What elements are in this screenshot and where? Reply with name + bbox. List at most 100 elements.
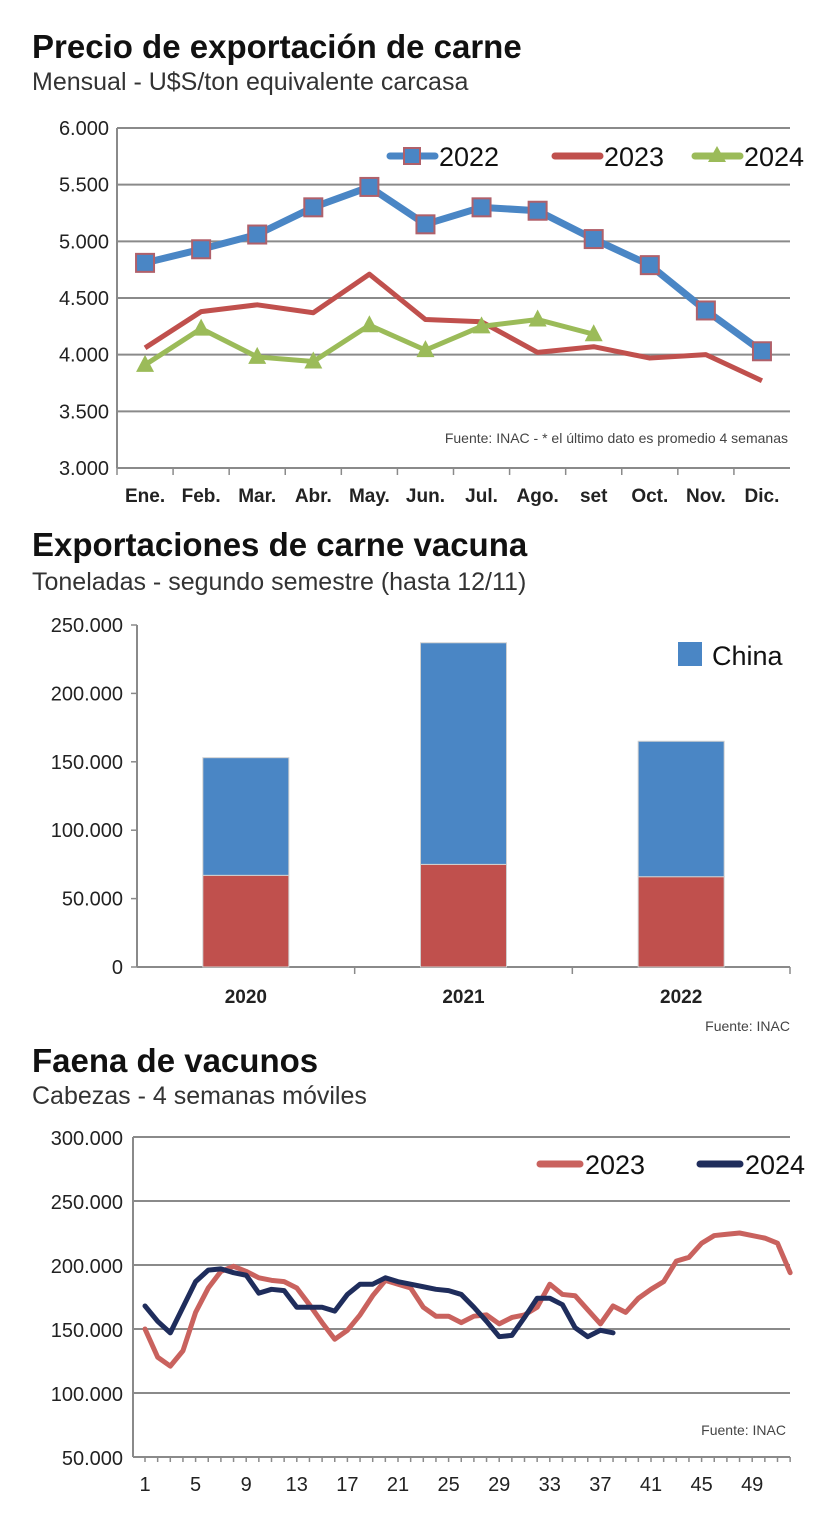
y-tick-label: 100.000 xyxy=(51,1384,123,1406)
data-point-2024 xyxy=(192,318,211,336)
y-tick-label: 4.000 xyxy=(59,345,109,367)
bar-other-2020 xyxy=(202,874,290,968)
y-tick-label: 4.500 xyxy=(59,288,109,310)
data-point-2024 xyxy=(304,351,323,369)
data-point-2022 xyxy=(359,176,380,197)
x-tick-label: 2020 xyxy=(225,987,267,1008)
legend-swatch xyxy=(678,642,702,666)
source-note: Fuente: INAC - * el último dato es prome… xyxy=(445,430,788,446)
x-tick-label: Jul. xyxy=(465,486,498,507)
chart-subtitle: Toneladas - segundo semestre (hasta 12/1… xyxy=(32,568,526,596)
x-tick-label: 33 xyxy=(539,1474,561,1496)
y-tick-label: 200.000 xyxy=(51,683,123,705)
x-tick-label: 49 xyxy=(741,1474,763,1496)
data-point-2024 xyxy=(360,315,379,333)
x-tick-label: 2022 xyxy=(660,987,702,1008)
x-tick-label: Jun. xyxy=(406,486,445,507)
x-tick-label: set xyxy=(580,486,608,507)
source-note: Fuente: INAC xyxy=(705,1018,790,1034)
legend-label: China xyxy=(712,641,784,671)
x-tick-label: Oct. xyxy=(631,486,668,507)
y-tick-label: 250.000 xyxy=(51,1192,123,1214)
y-tick-label: 3.000 xyxy=(59,458,109,480)
chart-title: Faena de vacunos xyxy=(32,1042,318,1079)
chart-beef-exports: Exportaciones de carne vacuna Toneladas … xyxy=(32,526,791,1034)
data-point-2024 xyxy=(584,324,603,342)
y-tick-label: 50.000 xyxy=(62,889,123,911)
bar-other-2022 xyxy=(637,876,725,968)
bar-China-2021 xyxy=(420,642,507,865)
bar-other-2021 xyxy=(420,863,507,968)
x-tick-label: 9 xyxy=(241,1474,252,1496)
y-tick-label: 250.000 xyxy=(51,615,123,637)
x-tick-label: 25 xyxy=(437,1474,459,1496)
legend-label: 2024 xyxy=(745,1150,805,1180)
y-tick-label: 6.000 xyxy=(59,118,109,140)
legend-item: 2024 xyxy=(696,1150,805,1180)
x-tick-label: 1 xyxy=(139,1474,150,1496)
data-point-2022 xyxy=(135,252,156,273)
x-tick-label: 5 xyxy=(190,1474,201,1496)
x-tick-label: Nov. xyxy=(686,486,726,507)
chart-slaughter: Faena de vacunos Cabezas - 4 semanas móv… xyxy=(32,1042,805,1496)
bar-China-2022 xyxy=(637,740,725,878)
data-point-2022 xyxy=(247,224,268,245)
data-point-2022 xyxy=(639,255,660,276)
source-note: Fuente: INAC xyxy=(701,1422,786,1438)
legend-item: 2023 xyxy=(551,142,664,172)
legend-label: 2023 xyxy=(585,1150,645,1180)
series-line-2024 xyxy=(142,1266,616,1340)
chart-subtitle: Mensual - U$S/ton equivalente carcasa xyxy=(32,68,468,96)
series-line-2022 xyxy=(144,183,765,355)
data-point-2024 xyxy=(248,346,267,364)
x-tick-label: Mar. xyxy=(238,486,276,507)
chart-export-price: Precio de exportación de carne Mensual -… xyxy=(32,28,804,507)
chart-title: Exportaciones de carne vacuna xyxy=(32,526,528,563)
legend-item: China xyxy=(678,641,784,671)
legend-label: 2024 xyxy=(744,142,804,172)
y-tick-label: 0 xyxy=(112,957,123,979)
x-tick-label: Feb. xyxy=(182,486,221,507)
x-tick-label: Abr. xyxy=(295,486,332,507)
data-point-2022 xyxy=(415,214,436,235)
y-tick-label: 50.000 xyxy=(62,1448,123,1470)
legend-marker xyxy=(708,146,726,162)
x-tick-label: 17 xyxy=(336,1474,358,1496)
data-point-2022 xyxy=(583,229,604,250)
x-tick-label: 13 xyxy=(286,1474,308,1496)
data-point-2022 xyxy=(751,341,772,362)
y-tick-label: 150.000 xyxy=(51,1320,123,1342)
data-point-2022 xyxy=(527,200,548,221)
y-tick-label: 100.000 xyxy=(51,820,123,842)
x-tick-label: 45 xyxy=(690,1474,712,1496)
legend-item: 2022 xyxy=(386,142,499,172)
x-tick-label: Ene. xyxy=(125,486,165,507)
x-tick-label: 37 xyxy=(589,1474,611,1496)
y-tick-label: 5.500 xyxy=(59,175,109,197)
x-tick-label: 29 xyxy=(488,1474,510,1496)
data-point-2022 xyxy=(695,300,716,321)
legend-label: 2022 xyxy=(439,142,499,172)
x-tick-label: 2021 xyxy=(442,987,485,1008)
data-point-2024 xyxy=(528,309,547,327)
data-point-2022 xyxy=(471,197,492,218)
bar-China-2020 xyxy=(202,757,290,876)
legend-label: 2023 xyxy=(604,142,664,172)
legend-item: 2024 xyxy=(691,142,804,172)
legend-item: 2023 xyxy=(536,1150,645,1180)
x-tick-label: Dic. xyxy=(745,486,780,507)
series-line-2023 xyxy=(143,271,764,384)
plot-area: 3.000 3.500 4.000 4.500 5.000 5.500 6.000 Ene. F… xyxy=(59,118,804,507)
y-tick-label: 5.000 xyxy=(59,231,109,253)
x-tick-label: May. xyxy=(349,486,390,507)
x-tick-label: 21 xyxy=(387,1474,409,1496)
y-tick-label: 300.000 xyxy=(51,1128,123,1150)
plot-area: 0 50.000 100.000 150.000 200.000 250.000 2020 2… xyxy=(51,615,791,1008)
data-point-2022 xyxy=(303,197,324,218)
data-point-2024 xyxy=(136,354,155,372)
y-tick-label: 200.000 xyxy=(51,1256,123,1278)
data-point-2024 xyxy=(416,340,435,358)
y-tick-label: 150.000 xyxy=(51,752,123,774)
x-tick-label: 41 xyxy=(640,1474,662,1496)
